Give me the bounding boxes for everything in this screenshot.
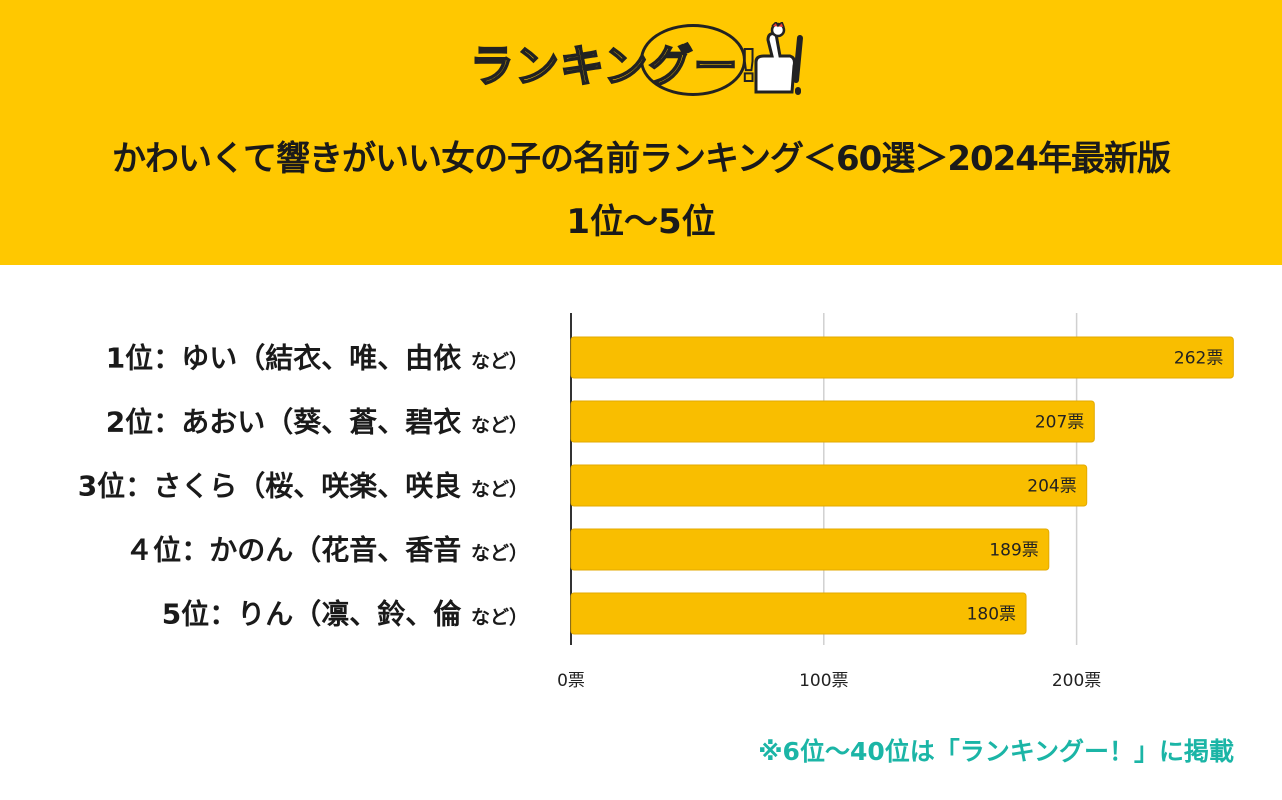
separator: ：	[181, 534, 209, 567]
category-suffix: など）	[471, 350, 528, 373]
page-title: かわいくて響きがいい女の子の名前ランキング＜60選＞2024年最新版	[112, 139, 1171, 179]
x-tick-label: 100票	[799, 671, 848, 691]
category-suffix: など）	[471, 606, 528, 629]
category-label: 5位：りん（凛、鈴、倫 など）	[162, 598, 528, 631]
separator: ：	[209, 598, 237, 631]
category-name: りん	[237, 598, 293, 631]
bar-1	[570, 336, 1234, 379]
bars: 262票 207票 204票 189票 180票	[570, 336, 1234, 635]
category-kanji: （花音、香音	[293, 534, 461, 567]
category-name: かのん	[209, 534, 293, 567]
category-suffix: など）	[471, 542, 528, 565]
category-kanji: （結衣、唯、由依	[237, 342, 462, 375]
x-tick-label: 0票	[557, 671, 585, 691]
category-kanji: （凛、鈴、倫	[293, 598, 462, 631]
category-kanji: （桜、咲楽、咲良	[237, 470, 461, 503]
separator	[461, 470, 471, 503]
bar-5	[570, 592, 1027, 635]
category-rank: ４位	[125, 534, 181, 567]
category-name: さくら	[153, 470, 237, 503]
separator: ：	[125, 470, 153, 503]
separator	[461, 598, 471, 631]
separator	[461, 534, 471, 567]
bar-value-label: 262票	[1174, 349, 1223, 369]
page-subtitle: 1位〜5位	[566, 202, 716, 242]
category-label: 1位：ゆい（結衣、唯、由依 など）	[106, 342, 528, 375]
x-tick-label: 200票	[1052, 671, 1101, 691]
category-rank: 3位	[78, 470, 125, 503]
separator: ：	[153, 342, 181, 375]
category-name: ゆい	[181, 342, 237, 375]
separator	[461, 342, 471, 375]
footer-note: ※6位〜40位は「ランキングー！」に掲載	[758, 737, 1234, 766]
thumbs-up-chicken-icon	[754, 22, 803, 95]
bar-value-label: 207票	[1035, 413, 1084, 433]
speech-bubble-icon	[640, 24, 746, 96]
category-label: ４位：かのん（花音、香音 など）	[125, 534, 528, 567]
category-labels: 1位：ゆい（結衣、唯、由依 など）2位：あおい（葵、蒼、碧衣 など）3位：さくら…	[78, 342, 528, 631]
category-suffix: など）	[471, 414, 528, 437]
category-label: 2位：あおい（葵、蒼、碧衣 など）	[106, 406, 528, 439]
bar-value-label: 204票	[1027, 477, 1076, 497]
separator	[461, 406, 471, 439]
category-rank: 1位	[106, 342, 153, 375]
bar-value-label: 189票	[989, 541, 1038, 561]
category-label: 3位：さくら（桜、咲楽、咲良 など）	[78, 470, 528, 503]
logo-text: ランキングー!	[469, 40, 760, 93]
category-rank: 5位	[162, 598, 209, 631]
separator: ：	[153, 406, 181, 439]
x-axis-ticks: 0票 100票 200票	[557, 671, 1101, 691]
category-suffix: など）	[471, 478, 528, 501]
category-name: あおい	[181, 406, 265, 439]
bar-3	[570, 464, 1088, 507]
bar-2	[570, 400, 1095, 443]
bar-4	[570, 528, 1050, 571]
ranking-goo-logo: ランキングー!	[466, 22, 816, 102]
category-rank: 2位	[106, 406, 153, 439]
category-kanji: （葵、蒼、碧衣	[265, 406, 461, 439]
bar-value-label: 180票	[967, 605, 1016, 625]
header-banner: ランキングー! かわいくて響きがいい女の子の名前ランキング＜60選＞2024年最…	[0, 0, 1282, 265]
